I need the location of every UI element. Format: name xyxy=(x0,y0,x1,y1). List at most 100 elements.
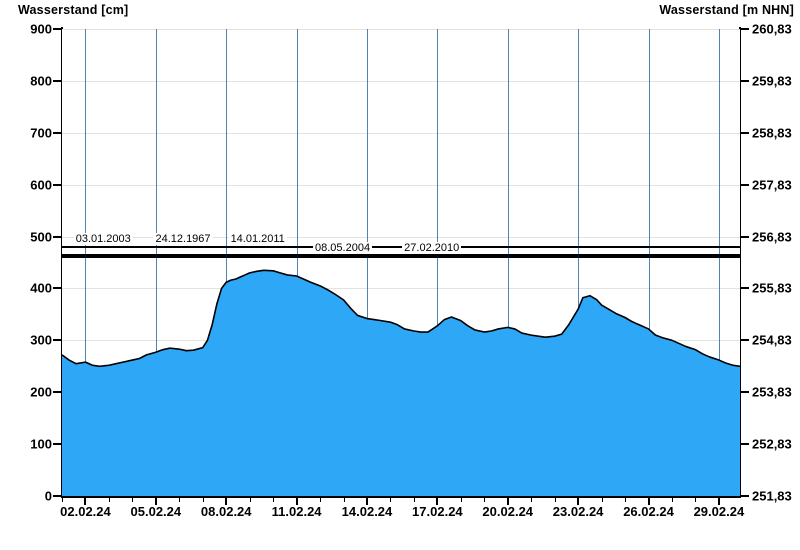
gridline-horizontal xyxy=(62,236,740,238)
x-axis-label: 17.02.24 xyxy=(412,504,463,519)
y-axis-label-right: 259,83 xyxy=(752,73,792,89)
tick-right xyxy=(740,287,749,290)
tick-right xyxy=(740,495,749,497)
y-axis-label-right: 258,83 xyxy=(752,125,792,141)
series-area-fill xyxy=(62,270,740,496)
gridline-vertical xyxy=(155,29,157,496)
gridline-vertical xyxy=(648,29,650,496)
tick-right xyxy=(740,235,749,238)
plot-right-border xyxy=(739,27,741,498)
tick-left xyxy=(53,131,62,134)
y-axis-label-right: 251,83 xyxy=(752,488,792,504)
y-axis-label-right: 253,83 xyxy=(752,384,792,400)
gridline-vertical xyxy=(507,29,509,496)
water-level-series xyxy=(62,269,740,496)
plot-bottom-axis xyxy=(61,496,741,498)
y-axis-label-right: 256,83 xyxy=(752,229,792,245)
gridline-horizontal xyxy=(62,80,740,82)
x-axis-label: 20.02.24 xyxy=(482,504,534,519)
tick-bottom-major xyxy=(577,496,580,505)
tick-right xyxy=(740,131,749,134)
gridline-vertical xyxy=(226,29,228,496)
y-axis-label-left: 500 xyxy=(30,229,52,245)
right-axis-title: Wasserstand [m NHN] xyxy=(659,3,794,17)
tick-bottom-minor xyxy=(460,496,462,502)
tick-bottom-major xyxy=(647,496,650,505)
x-axis-label: 23.02.24 xyxy=(552,504,604,519)
y-axis-label-left: 0 xyxy=(44,488,52,504)
plot-area: 03.01.2003 24.12.1967 14.01.2011 08.05.2004… xyxy=(53,28,749,505)
x-axis-label: 02.02.24 xyxy=(60,504,111,519)
y-axis-label-right: 252,83 xyxy=(752,436,792,452)
reference-line-label: 14.01.2011 xyxy=(228,232,287,245)
x-axis-label: 29.02.24 xyxy=(693,504,745,519)
tick-left xyxy=(53,79,62,82)
tick-bottom-minor xyxy=(531,496,533,502)
gridline-horizontal xyxy=(62,132,740,134)
x-axis-label: 11.02.24 xyxy=(271,504,322,519)
tick-left xyxy=(53,339,62,342)
tick-right xyxy=(740,339,749,342)
y-axis-label-left: 100 xyxy=(30,436,52,452)
tick-bottom-minor xyxy=(108,496,110,502)
tick-left xyxy=(53,287,62,290)
tick-bottom-minor xyxy=(62,496,63,502)
tick-bottom-major xyxy=(225,496,228,505)
tick-left xyxy=(53,183,62,186)
tick-left xyxy=(53,443,62,446)
reference-line-label: 08.05.2004 xyxy=(313,242,373,255)
reference-line xyxy=(62,254,740,259)
y-axis-label-left: 300 xyxy=(30,332,52,348)
tick-bottom-major xyxy=(295,496,298,505)
y-axis-label-right: 257,83 xyxy=(752,177,792,193)
tick-left xyxy=(53,495,62,497)
y-axis-label-right: 260,83 xyxy=(752,21,792,37)
gridline-horizontal xyxy=(62,29,740,30)
gridline-vertical xyxy=(437,29,439,496)
tick-bottom-major xyxy=(506,496,509,505)
gridline-vertical xyxy=(296,29,298,496)
tick-right xyxy=(740,391,749,394)
tick-bottom-major xyxy=(84,496,87,505)
x-axis-label: 05.02.24 xyxy=(130,504,182,519)
x-axis-label: 08.02.24 xyxy=(200,504,252,519)
tick-bottom-minor xyxy=(320,496,322,502)
tick-bottom-major xyxy=(154,496,157,505)
left-axis-title: Wasserstand [cm] xyxy=(18,3,129,17)
tick-left xyxy=(53,391,62,394)
gridline-vertical xyxy=(85,29,87,496)
tick-bottom-minor xyxy=(343,496,345,502)
tick-bottom-major xyxy=(717,496,720,505)
tick-bottom-major xyxy=(365,496,368,505)
tick-right xyxy=(740,183,749,186)
y-axis-label-left: 400 xyxy=(30,280,52,296)
gridline-horizontal xyxy=(62,288,740,290)
x-axis-label: 14.02.24 xyxy=(341,504,393,519)
tick-bottom-minor xyxy=(413,496,415,502)
y-axis-label-left: 700 xyxy=(30,125,52,141)
tick-bottom-minor xyxy=(625,496,627,502)
y-axis-label-right: 255,83 xyxy=(752,280,792,296)
tick-right xyxy=(740,79,749,82)
reference-line-label: 27.02.2010 xyxy=(402,242,462,255)
tick-right xyxy=(740,28,749,30)
x-axis-label: 26.02.24 xyxy=(623,504,674,519)
gridline-vertical xyxy=(578,29,580,496)
reference-line-label: 24.12.1967 xyxy=(153,232,213,245)
tick-left xyxy=(53,235,62,238)
tick-bottom-minor xyxy=(202,496,204,502)
tick-bottom-minor xyxy=(601,496,603,502)
tick-left xyxy=(53,28,62,30)
tick-bottom-minor xyxy=(249,496,251,502)
tick-bottom-minor xyxy=(671,496,673,502)
y-axis-label-left: 200 xyxy=(30,384,52,400)
tick-bottom-minor xyxy=(132,496,134,502)
tick-bottom-major xyxy=(436,496,439,505)
tick-bottom-minor xyxy=(554,496,556,502)
tick-bottom-minor xyxy=(273,496,275,502)
y-axis-label-right: 254,83 xyxy=(752,332,792,348)
y-axis-label-left: 600 xyxy=(30,177,52,193)
tick-right xyxy=(740,443,749,446)
y-axis-label-left: 800 xyxy=(30,73,52,89)
